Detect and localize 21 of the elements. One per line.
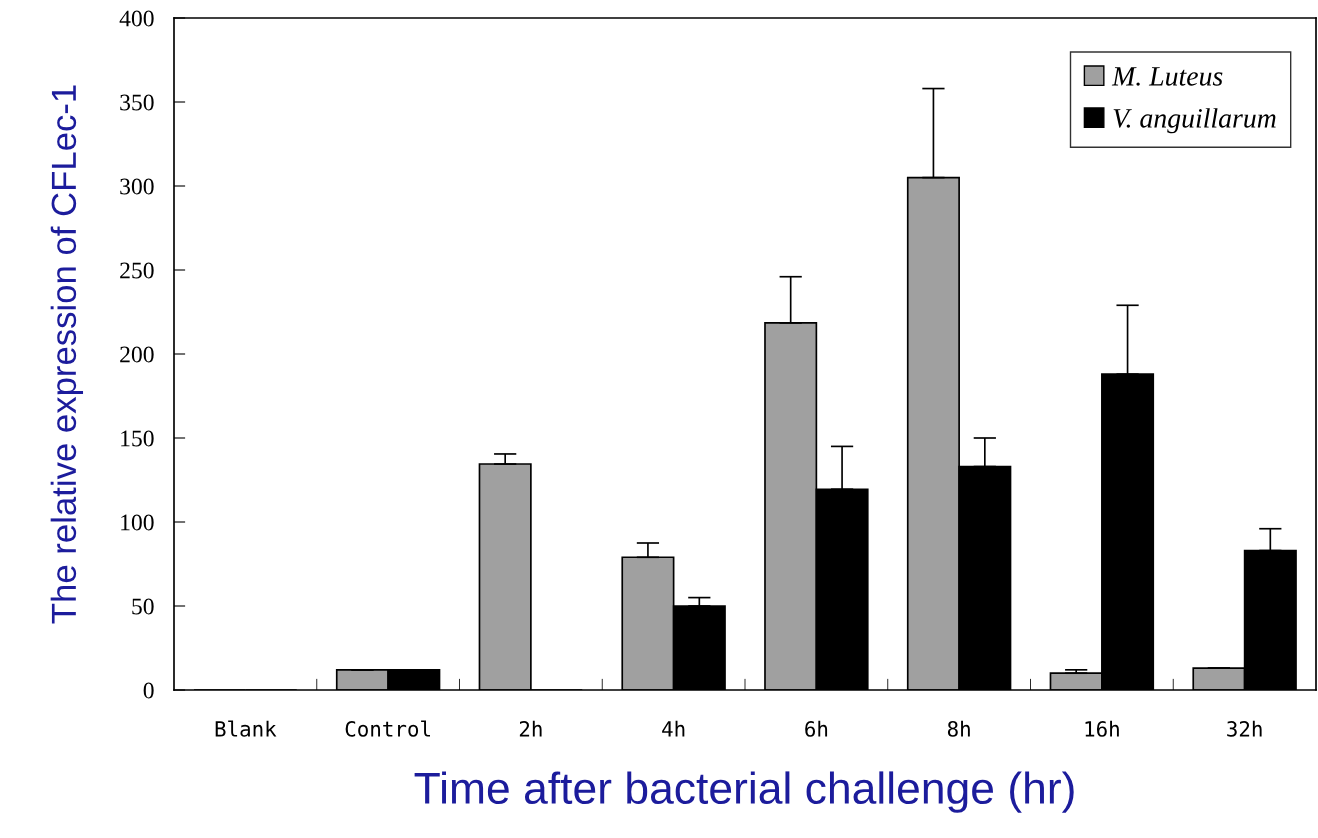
x-tick-label: 4h bbox=[662, 720, 685, 737]
y-tick-label: 350 bbox=[120, 94, 154, 111]
x-tick-label: 2h bbox=[519, 720, 542, 737]
y-tick-label: 400 bbox=[119, 10, 154, 27]
x-tick-label: 8h bbox=[947, 720, 970, 737]
y-tick-label: 250 bbox=[120, 262, 154, 279]
x-tick-label: Blank bbox=[215, 720, 277, 737]
x-tick-label: 16h bbox=[1085, 720, 1119, 737]
legend-label: M. Luteus bbox=[1111, 67, 1223, 86]
y-tick-label: 150 bbox=[121, 430, 154, 447]
x-tick-label: 6h bbox=[805, 720, 828, 737]
y-axis-title: The relative expression of CFLec-1 bbox=[50, 85, 84, 624]
x-tick-label: 32h bbox=[1227, 720, 1262, 737]
x-tick-label: Control bbox=[345, 720, 430, 737]
y-tick-label: 200 bbox=[120, 346, 154, 363]
y-tick-label: 50 bbox=[132, 598, 154, 615]
y-tick-label: 300 bbox=[120, 178, 154, 195]
y-tick-label: 0 bbox=[143, 682, 154, 699]
y-tick-label: 100 bbox=[121, 514, 154, 531]
x-axis-title: Time after bacterial challenge (hr) bbox=[414, 771, 1074, 813]
legend-label: V. anguillarum bbox=[1113, 108, 1276, 134]
